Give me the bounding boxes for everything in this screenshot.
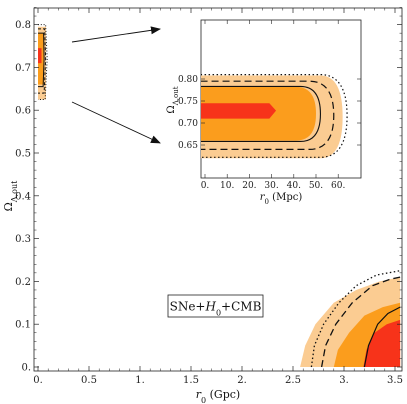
y-tick-label: 0.5 xyxy=(15,149,31,160)
x-axis-title-sub: 0 xyxy=(201,396,206,404)
y-axis-title-var: Ω xyxy=(2,202,15,211)
inset-line-solid xyxy=(201,85,321,143)
x-tick-label: 3. xyxy=(339,375,349,386)
annotation-part: 0 xyxy=(216,308,221,317)
x-axis-title-unit: (Gpc) xyxy=(206,388,240,401)
contour-fill-inner xyxy=(363,319,401,367)
inset-x-title-var: r xyxy=(260,192,266,203)
annotation-part: +CMB xyxy=(221,300,262,314)
y-tick-label: 0.6 xyxy=(15,106,31,117)
inset-x-tick-label: 20. xyxy=(242,181,256,191)
y-axis-title-sub: Λ,out xyxy=(10,180,19,203)
x-tick-label: 2. xyxy=(237,375,247,386)
inset-y-tick-label: 0.65 xyxy=(178,141,198,151)
annotation-part: H xyxy=(204,300,216,314)
inset-y-tick-label: 0.80 xyxy=(178,75,198,85)
inset-x-tick-label: 60. xyxy=(331,181,345,191)
inset-line-dashed xyxy=(201,80,335,150)
x-axis-title: r0 (Gpc) xyxy=(196,388,240,404)
sliver-inner xyxy=(38,48,42,64)
y-tick-label: 0.3 xyxy=(15,234,31,245)
inset-y-tick-label: 0.70 xyxy=(178,119,198,129)
contour-line-solid xyxy=(363,306,401,368)
inset-x-tick-label: 50. xyxy=(309,181,323,191)
y-axis-title: ΩΛ,out xyxy=(2,180,19,211)
inset-x-tick-label: 30. xyxy=(264,181,278,191)
annotation-box xyxy=(167,294,264,318)
inset-y-axis-title: ΩΛ,out xyxy=(166,86,180,113)
inset-y-title-sub: Λ,out xyxy=(172,86,180,106)
x-tick-label: 1. xyxy=(135,375,145,386)
arrow-lower xyxy=(71,101,161,144)
annotation-part: SNe+ xyxy=(170,300,206,314)
inset-x-axis-title: r0 (Mpc) xyxy=(260,192,303,206)
x-tick-label: 1.5 xyxy=(183,375,199,386)
y-tick-label: 0.8 xyxy=(15,20,31,31)
annotation-text: SNe+H0+CMB xyxy=(170,300,262,318)
inset-contours xyxy=(201,74,348,159)
main-contours xyxy=(38,24,401,368)
x-tick-label: 0.5 xyxy=(81,375,97,386)
y-tick-label: 0.7 xyxy=(15,63,31,74)
sliver-dashed xyxy=(38,28,47,94)
inset-x-title-unit: (Mpc) xyxy=(269,192,302,203)
x-tick-label: 0. xyxy=(33,375,43,386)
arrow-upper xyxy=(71,26,161,43)
inset-line-dotted xyxy=(201,74,348,158)
inset-x-title-sub: 0 xyxy=(265,198,269,206)
y-tick-label: 0. xyxy=(21,363,31,374)
left-sliver xyxy=(38,24,48,100)
inset-x-tick-label: 0. xyxy=(201,181,210,191)
inset-x-tick-label: 10. xyxy=(220,181,234,191)
y-tick-label: 0.4 xyxy=(15,191,31,202)
inset-y-title-var: Ω xyxy=(166,105,177,113)
x-axis-title-var: r xyxy=(196,388,202,401)
inset-fill-inner xyxy=(201,103,277,119)
y-tick-label: 0.2 xyxy=(15,277,31,288)
inset-y-tick-label: 0.75 xyxy=(178,97,198,107)
x-tick-label: 3.5 xyxy=(387,375,403,386)
sliver-solid xyxy=(38,32,45,88)
y-tick-label: 0.1 xyxy=(15,320,31,331)
inset-x-tick-label: 40. xyxy=(287,181,301,191)
x-tick-label: 2.5 xyxy=(285,375,301,386)
contour-line-dashed xyxy=(320,276,401,368)
